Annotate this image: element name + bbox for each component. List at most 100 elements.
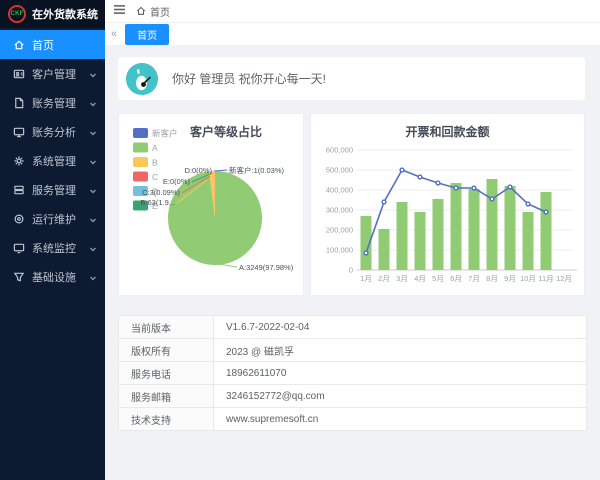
line-point-8月[interactable] (489, 196, 495, 202)
tab-scroll-left-icon[interactable]: « (111, 27, 118, 40)
bar-2月[interactable] (378, 229, 390, 270)
legend-swatch[interactable] (133, 128, 148, 138)
bar-11月[interactable] (540, 192, 552, 270)
hamburger-menu-icon[interactable] (113, 2, 126, 20)
sidebar-item-label: 客户管理 (32, 68, 76, 81)
tab-home[interactable]: 首页 (125, 23, 170, 45)
chevron-down-icon (89, 273, 97, 281)
x-axis-tick-label: 11月 (538, 274, 553, 283)
table-row: 技术支持 www.supremesoft.cn (119, 408, 586, 431)
sidebar: CKF 在外货款系统 首页客户管理账务管理 账务分析系统管理服务管理运行维护系统监… (0, 0, 105, 480)
bar-8月[interactable] (486, 179, 498, 270)
pie-label-line (181, 175, 211, 194)
line-point-10月[interactable] (525, 201, 531, 207)
legend-swatch[interactable] (133, 171, 148, 182)
y-axis-tick-label: 600,000 (326, 146, 353, 155)
bar-9月[interactable] (504, 186, 516, 270)
legend-label[interactable]: B (152, 158, 158, 168)
legend-label[interactable]: C (152, 172, 158, 182)
bar-7月[interactable] (468, 189, 480, 270)
legend-label[interactable]: E (152, 201, 158, 211)
line-point-2月[interactable] (381, 199, 387, 205)
main-area: 首页 « 首页 你好 管理员 祝你开心每一天! 客户等级占比 新客户 A B C D E D… (105, 0, 600, 480)
chevron-down-icon (89, 244, 97, 252)
analysis-icon (12, 125, 25, 138)
y-axis-tick-label: 300,000 (326, 206, 353, 215)
line-point-4月[interactable] (417, 174, 423, 180)
sidebar-item-2[interactable]: 账务管理 (0, 88, 105, 117)
legend-swatch[interactable] (133, 200, 148, 211)
sidebar-item-label: 运行维护 (32, 213, 76, 226)
sidebar-menu: 首页客户管理账务管理 账务分析系统管理服务管理运行维护系统监控 基础设施 (0, 30, 105, 291)
line-point-5月[interactable] (435, 180, 441, 186)
chevron-down-icon (89, 99, 97, 107)
sidebar-item-8[interactable]: 基础设施 (0, 262, 105, 291)
pie-label-line (213, 169, 216, 172)
tab-bar: « 首页 (105, 23, 600, 46)
table-row: 版权所有 2023 @ 磁凯孚 (119, 339, 586, 362)
x-axis-tick-label: 5月 (432, 274, 444, 283)
pie-slice-A[interactable] (168, 171, 262, 265)
pie-slice-label: C:3(0.09%) (142, 188, 180, 197)
bar-5月[interactable] (432, 199, 444, 270)
infra-icon (12, 270, 25, 283)
bar-4月[interactable] (414, 212, 426, 270)
chevron-down-icon (89, 215, 97, 223)
legend-label[interactable]: D (152, 187, 158, 197)
breadcrumb[interactable]: 首页 (136, 4, 170, 19)
pie-label-line (191, 172, 213, 183)
pie-slice-label: E:0(0%) (163, 177, 191, 186)
pie-slice-label: 新客户:1(0.03%) (229, 165, 285, 175)
page-content: 你好 管理员 祝你开心每一天! 客户等级占比 新客户 A B C D E D:0(0%) 新客… (105, 45, 600, 480)
pie-slice-label: A:3249(97.98%) (239, 263, 294, 272)
x-axis-tick-label: 1月 (360, 274, 372, 283)
bar-1月[interactable] (360, 216, 372, 270)
customer-icon (12, 67, 25, 80)
bar-chart-title: 开票和回款金额 (405, 125, 490, 139)
sidebar-item-label: 系统管理 (32, 155, 76, 168)
sidebar-item-label: 服务管理 (32, 184, 76, 197)
sidebar-item-1[interactable]: 客户管理 (0, 59, 105, 88)
sidebar-item-home[interactable]: 首页 (0, 30, 105, 59)
legend-label[interactable]: 新客户 (152, 129, 178, 139)
sidebar-item-5[interactable]: 服务管理 (0, 175, 105, 204)
pie-chart-panel: 客户等级占比 新客户 A B C D E D:0(0%) 新客户:1(0.03%) E:0(0%… (118, 113, 304, 296)
greeting-text: 你好 管理员 祝你开心每一天! (172, 72, 327, 86)
line-point-11月[interactable] (543, 209, 549, 215)
legend-swatch[interactable] (133, 157, 148, 167)
line-point-1月[interactable] (363, 250, 369, 256)
table-row: 服务邮箱 3246152772@qq.com (119, 385, 586, 408)
pie-slice-B[interactable] (209, 171, 215, 218)
info-table: 当前版本 V1.6.7-2022-02-04 版权所有 2023 @ 磁凯孚 服务电话 1… (118, 315, 587, 431)
bar-10月[interactable] (522, 212, 534, 270)
ops-icon (12, 212, 25, 225)
sidebar-item-6[interactable]: 运行维护 (0, 204, 105, 233)
home-icon (136, 6, 146, 15)
line-point-6月[interactable] (453, 185, 459, 191)
sidebar-item-4[interactable]: 系统管理 (0, 146, 105, 175)
sidebar-item-7[interactable]: 系统监控 (0, 233, 105, 262)
bar-6月[interactable] (450, 183, 462, 270)
line-point-3月[interactable] (399, 167, 405, 173)
sidebar-item-label: 首页 (32, 39, 54, 52)
bar-chart[interactable]: 0 100,000 200,000 300,000 400,000 500,000 600,… (311, 114, 584, 295)
greeting-card: 你好 管理员 祝你开心每一天! (118, 57, 585, 100)
topbar: 首页 (105, 0, 600, 23)
app-logo-row: CKF 在外货款系统 (0, 0, 105, 28)
line-point-7月[interactable] (471, 185, 477, 191)
legend-swatch[interactable] (133, 186, 148, 196)
info-row-label: 服务电话 (119, 362, 214, 384)
info-row-label: 版权所有 (119, 339, 214, 361)
gear-icon (12, 154, 25, 167)
bar-3月[interactable] (396, 202, 408, 270)
line-point-9月[interactable] (507, 184, 513, 190)
x-axis-tick-label: 9月 (504, 274, 516, 283)
legend-swatch[interactable] (133, 142, 148, 153)
legend-label[interactable]: A (152, 143, 158, 153)
app-title: 在外货款系统 (32, 9, 98, 21)
x-axis-tick-label: 12月 (556, 274, 572, 283)
bar-chart-panel: 开票和回款金额 0 100,000 200,000 300,000 400,000 500… (310, 113, 585, 296)
info-row-label: 当前版本 (119, 316, 214, 338)
sidebar-item-3[interactable]: 账务分析 (0, 117, 105, 146)
